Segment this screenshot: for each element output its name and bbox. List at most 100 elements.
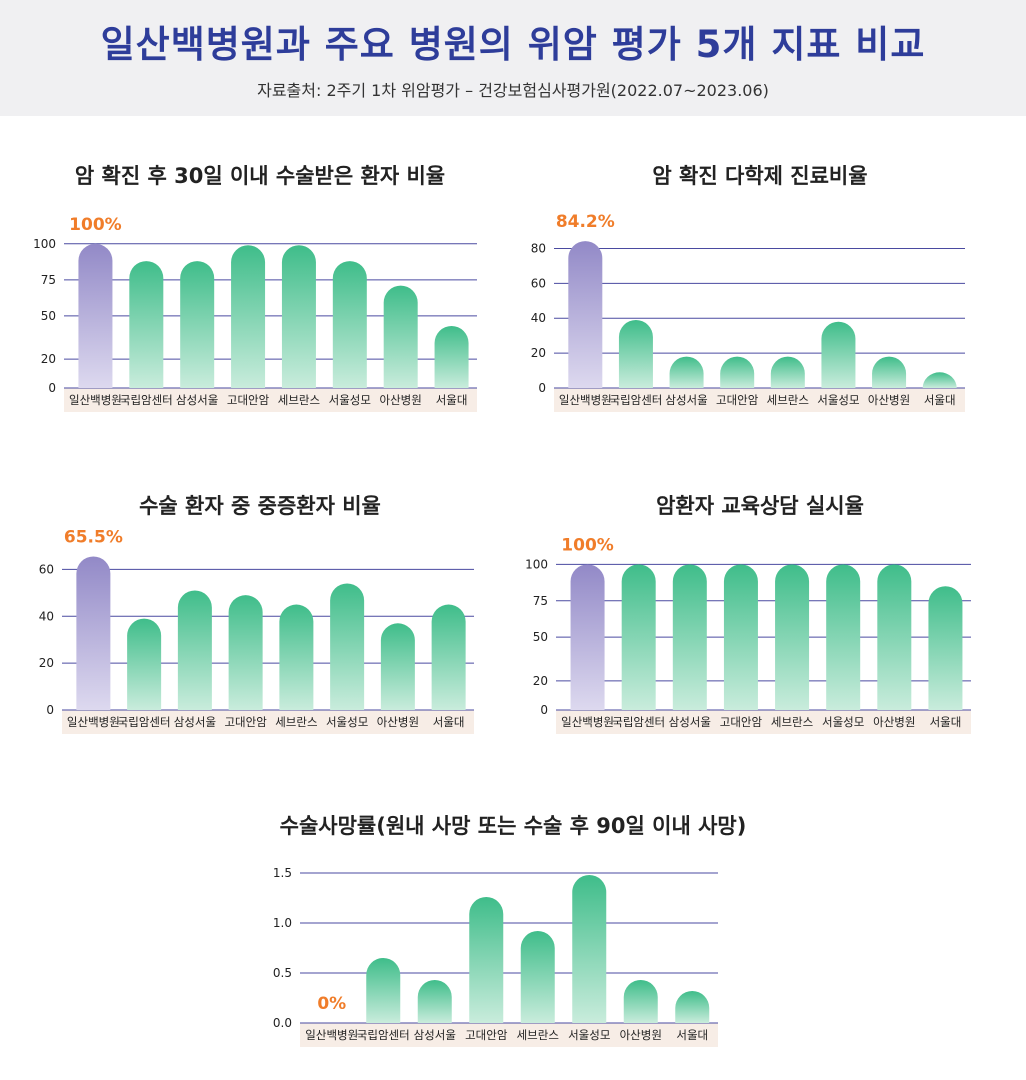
- y-tick-label: 75: [533, 594, 548, 608]
- category-label: 세브란스: [278, 393, 320, 407]
- category-label: 고대안암: [720, 715, 763, 729]
- category-label: 국립암센터: [118, 715, 171, 729]
- highlight-value-label: 100%: [561, 535, 614, 555]
- y-tick-label: 20: [39, 656, 54, 670]
- bar: [928, 586, 963, 710]
- category-label: 세브란스: [767, 393, 809, 407]
- category-label: 세브란스: [275, 715, 317, 729]
- bar: [826, 564, 861, 710]
- y-tick-label: 100: [33, 237, 56, 251]
- y-tick-label: 20: [41, 352, 56, 366]
- category-band: [556, 710, 971, 734]
- bar: [228, 595, 263, 710]
- category-label: 고대안암: [465, 1028, 508, 1042]
- bar: [383, 285, 418, 388]
- category-label: 삼성서울: [414, 1028, 456, 1042]
- category-label: 아산병원: [868, 393, 910, 407]
- bar: [330, 583, 365, 710]
- category-label: 서울대: [930, 715, 962, 729]
- bar-highlight: [568, 241, 603, 388]
- category-label: 아산병원: [620, 1028, 662, 1042]
- bar-highlight: [78, 243, 113, 388]
- bar: [129, 261, 164, 388]
- category-band: [300, 1023, 718, 1047]
- bar: [672, 564, 707, 710]
- category-label: 일산백병원: [305, 1028, 358, 1042]
- category-label: 삼성서울: [174, 715, 216, 729]
- chart-1-title: 암 확진 후 30일 이내 수술받은 환자 비율: [74, 164, 446, 188]
- data-source: 자료출처: 2주기 1차 위암평가 – 건강보험심사평가원(2022.07~20…: [257, 81, 769, 100]
- bar: [720, 356, 755, 388]
- category-band: [62, 710, 474, 734]
- category-label: 아산병원: [377, 715, 419, 729]
- bar: [723, 564, 758, 710]
- category-label: 서울성모: [329, 393, 371, 407]
- category-label: 서울대: [676, 1028, 708, 1042]
- bar: [469, 897, 504, 1023]
- y-tick-label: 75: [41, 273, 56, 287]
- bar: [872, 356, 907, 388]
- bar: [417, 980, 452, 1023]
- bar: [281, 245, 316, 388]
- bar: [572, 875, 607, 1023]
- bar: [177, 590, 212, 710]
- y-tick-label: 100: [525, 557, 548, 571]
- y-tick-label: 40: [531, 311, 546, 325]
- bar: [127, 618, 162, 710]
- category-label: 국립암센터: [609, 393, 662, 407]
- bar: [770, 356, 805, 388]
- y-tick-label: 60: [39, 562, 54, 576]
- highlight-value-label: 84.2%: [556, 212, 615, 232]
- category-label: 아산병원: [873, 715, 915, 729]
- category-label: 삼성서울: [176, 393, 218, 407]
- category-label: 서울성모: [822, 715, 864, 729]
- y-tick-label: 0: [540, 703, 548, 717]
- category-label: 고대안암: [227, 393, 270, 407]
- bar: [877, 564, 912, 710]
- bar: [623, 980, 658, 1023]
- category-label: 국립암센터: [357, 1028, 410, 1042]
- y-tick-label: 0.0: [273, 1016, 292, 1030]
- category-label: 세브란스: [517, 1028, 559, 1042]
- category-label: 국립암센터: [120, 393, 173, 407]
- category-label: 일산백병원: [67, 715, 120, 729]
- y-tick-label: 0: [48, 381, 56, 395]
- y-tick-label: 50: [533, 630, 548, 644]
- category-label: 삼성서울: [669, 715, 711, 729]
- category-band: [64, 388, 477, 412]
- y-tick-label: 0: [46, 703, 54, 717]
- category-label: 고대안암: [716, 393, 759, 407]
- bar: [821, 321, 856, 388]
- category-label: 세브란스: [771, 715, 813, 729]
- chart-4-title: 암환자 교육상담 실시율: [656, 494, 864, 518]
- category-label: 고대안암: [224, 715, 267, 729]
- bar: [675, 991, 710, 1023]
- bar: [180, 261, 215, 388]
- category-label: 일산백병원: [561, 715, 614, 729]
- category-label: 서울성모: [326, 715, 368, 729]
- highlight-value-label: 0%: [317, 994, 346, 1014]
- category-label: 서울대: [924, 393, 956, 407]
- bar: [775, 564, 810, 710]
- bar: [621, 564, 656, 710]
- y-tick-label: 1.0: [273, 916, 292, 930]
- y-tick-label: 80: [531, 241, 546, 255]
- category-label: 서울성모: [817, 393, 859, 407]
- category-label: 국립암센터: [612, 715, 665, 729]
- category-label: 서울대: [436, 393, 468, 407]
- bar: [366, 958, 401, 1023]
- highlight-value-label: 65.5%: [64, 527, 123, 547]
- category-label: 일산백병원: [559, 393, 612, 407]
- category-label: 삼성서울: [665, 393, 707, 407]
- bar: [669, 356, 704, 388]
- bar-highlight: [76, 556, 111, 710]
- y-tick-label: 0: [538, 381, 546, 395]
- y-tick-label: 0.5: [273, 966, 292, 980]
- y-tick-label: 1.5: [273, 866, 292, 880]
- page-title: 일산백병원과 주요 병원의 위암 평가 5개 지표 비교: [100, 23, 926, 66]
- category-label: 서울대: [433, 715, 465, 729]
- bar: [618, 319, 653, 388]
- bar: [520, 931, 555, 1023]
- y-tick-label: 20: [531, 346, 546, 360]
- category-label: 일산백병원: [69, 393, 122, 407]
